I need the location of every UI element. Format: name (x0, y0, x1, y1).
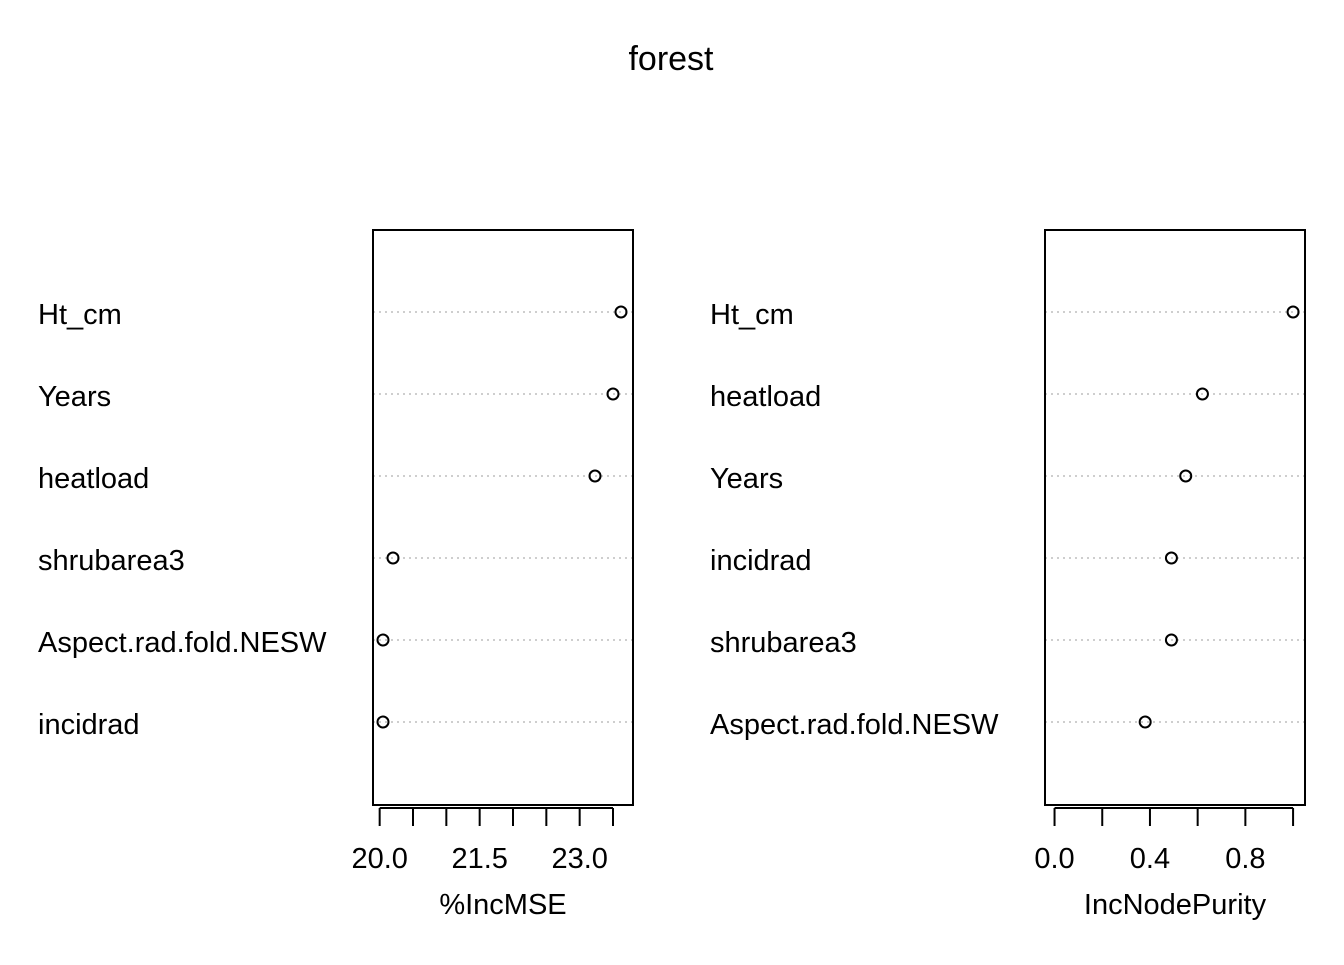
panel-incmse: Ht_cm Years heatload shrubarea3 Aspect.rad.f… (38, 229, 634, 921)
data-point (1195, 387, 1209, 401)
data-point (588, 469, 602, 483)
x-axis-label: IncNodePurity (1084, 889, 1267, 921)
row-label: heatload (38, 463, 149, 495)
plot-frame (372, 229, 634, 806)
x-tick-label: 21.5 (451, 843, 507, 875)
data-point (1164, 551, 1178, 565)
data-point (1164, 633, 1178, 647)
data-point (1286, 305, 1300, 319)
data-point (386, 551, 400, 565)
row-label: shrubarea3 (710, 627, 857, 659)
row-label: incidrad (710, 545, 812, 577)
row-label: shrubarea3 (38, 545, 185, 577)
plot-frame (1044, 229, 1306, 806)
data-point (376, 715, 390, 729)
row-label: Aspect.rad.fold.NESW (710, 709, 999, 741)
panel-incnodepurity: Ht_cm heatload Years incidrad shrubarea3 Aspe… (710, 229, 1306, 921)
data-point (376, 633, 390, 647)
x-axis-label: %IncMSE (439, 889, 566, 921)
x-tick-label: 0.0 (1034, 843, 1074, 875)
chart-title: forest (628, 40, 714, 78)
data-point (1179, 469, 1193, 483)
x-tick-label: 0.8 (1225, 843, 1265, 875)
x-tick-label: 23.0 (551, 843, 607, 875)
x-tick-label: 0.4 (1130, 843, 1170, 875)
row-label: heatload (710, 381, 821, 413)
row-label: Years (38, 381, 111, 413)
x-tick-label: 20.0 (351, 843, 407, 875)
data-point (1138, 715, 1152, 729)
row-label: Ht_cm (38, 299, 122, 331)
row-label: Ht_cm (710, 299, 794, 331)
row-label: Years (710, 463, 783, 495)
row-label: incidrad (38, 709, 140, 741)
row-label: Aspect.rad.fold.NESW (38, 627, 327, 659)
data-point (614, 305, 628, 319)
data-point (606, 387, 620, 401)
